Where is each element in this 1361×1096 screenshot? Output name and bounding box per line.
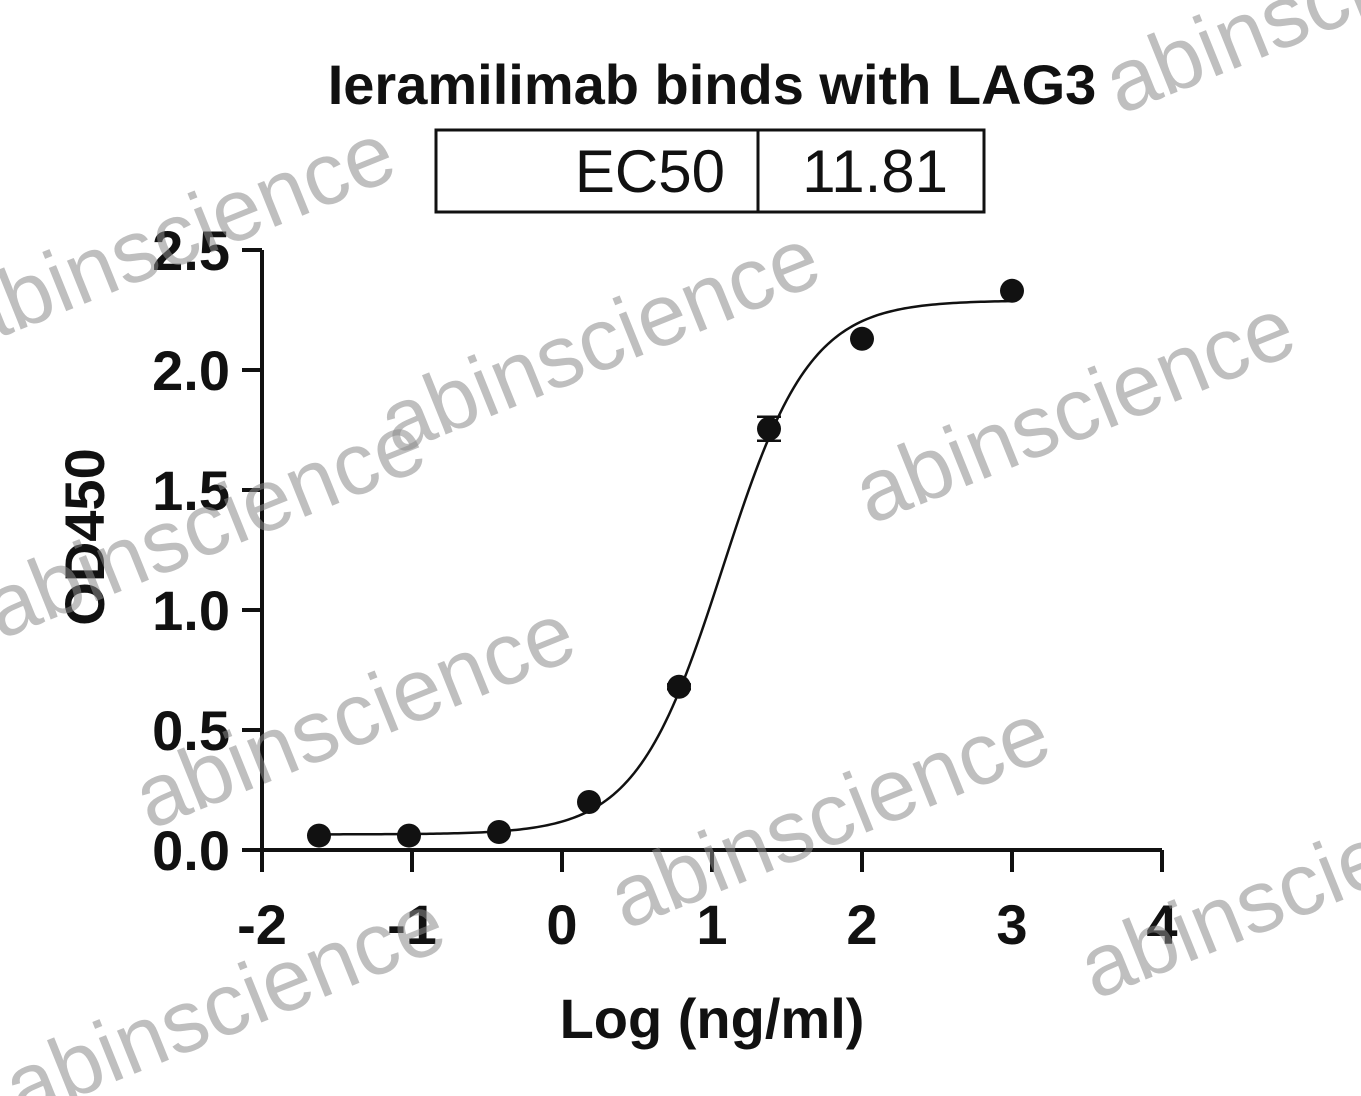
ec50-value: 11.81 [802, 138, 948, 205]
watermark-text: abinscience [0, 872, 458, 1096]
data-points [307, 278, 1024, 848]
x-tick-label: -2 [237, 893, 287, 956]
y-tick-label: 2.5 [152, 219, 230, 282]
y-tick-label: 0.5 [152, 699, 230, 762]
watermark-text: abinscience [1065, 752, 1361, 1018]
data-point [667, 674, 691, 699]
ec50-label: EC50 [575, 138, 725, 205]
watermark-text: abinscience [0, 102, 408, 368]
y-tick-label: 1.0 [152, 579, 230, 642]
data-point [307, 823, 331, 848]
x-tick-label: 1 [696, 893, 727, 956]
y-tick-label: 0.0 [152, 819, 230, 882]
ec50-table-border [434, 128, 986, 214]
data-point [397, 823, 421, 848]
ec50-table: EC50 11.81 [434, 128, 986, 214]
watermark-text: abinscience [1090, 0, 1361, 133]
x-tick-label: 2 [846, 893, 877, 956]
x-axis-title: Log (ng/ml) [560, 987, 865, 1050]
y-tick-label: 2.0 [152, 339, 230, 402]
data-point [757, 416, 781, 441]
error-bars [667, 415, 781, 691]
watermark-text: abinscience [840, 277, 1308, 543]
y-tick-label: 1.5 [152, 459, 230, 522]
data-point [487, 820, 511, 844]
y-ticks: 0.0 0.5 1.0 1.5 2.0 2.5 [152, 219, 262, 882]
x-tick-label: 4 [1146, 893, 1177, 956]
data-point [850, 326, 874, 351]
fit-curve [319, 299, 1013, 836]
data-point [577, 790, 601, 814]
x-tick-label: 3 [996, 893, 1027, 956]
data-point [1000, 278, 1024, 303]
x-ticks: -2 -1 0 1 2 3 4 [237, 850, 1178, 956]
x-tick-label: -1 [387, 893, 437, 956]
chart-title: Ieramilimab binds with LAG3 [328, 53, 1097, 116]
x-tick-label: 0 [546, 893, 577, 956]
y-axis-title: OD450 [53, 448, 116, 625]
